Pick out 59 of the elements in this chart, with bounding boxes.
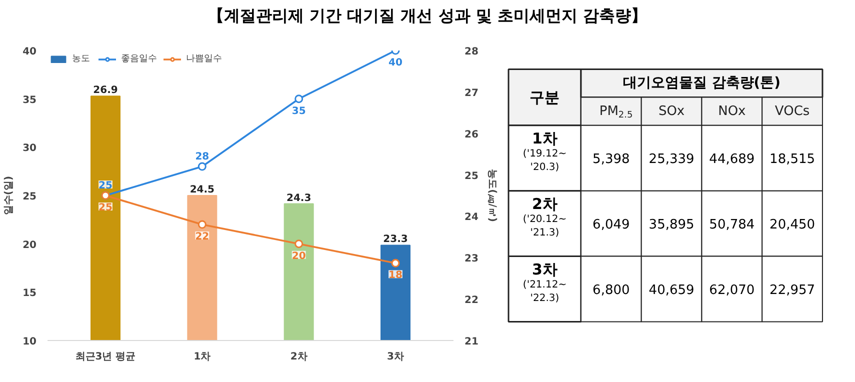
- y-tick-label: 40: [22, 46, 37, 58]
- y-axis-title: 구분: [530, 88, 560, 106]
- point: [294, 240, 304, 248]
- y-tick-label: 10: [22, 336, 37, 348]
- y2-tick-label: 25: [464, 170, 478, 182]
- data-label: 24.5: [190, 184, 215, 196]
- x-tick-label: SOx: [658, 104, 685, 119]
- data-label: 25,339: [648, 152, 694, 168]
- y-tick-label: 3차 ('21.12~ '22.3): [522, 260, 567, 304]
- data-label: 35: [292, 106, 306, 117]
- data-label: 26.9: [93, 85, 118, 96]
- data-label: 24.3: [286, 192, 312, 204]
- data-label: 40: [388, 58, 402, 68]
- y2-tick-label: 28: [464, 46, 478, 58]
- x-tick-label: 3차: [387, 352, 404, 362]
- y-tick-label: 1차 ('19.12~ '20.3): [522, 129, 567, 173]
- y-tick-label: 25: [22, 192, 37, 202]
- legend-label: 나쁨일수: [186, 53, 222, 65]
- point: [198, 220, 206, 229]
- data-label: 20,450: [770, 218, 816, 233]
- legend-label: 농도: [72, 53, 91, 65]
- chart-title: 대기오염물질 감축량(톤): [622, 75, 781, 92]
- data-label: 6,049: [592, 218, 630, 233]
- x-tick-label: VOCs: [774, 104, 810, 119]
- data-label: 20: [292, 250, 306, 262]
- chart-title: 【계절관리제 기간 대기질 개선 성과 및 초미세먼지 감축량】: [208, 5, 647, 27]
- data-label: 44,689: [709, 152, 755, 168]
- data-label: 35,895: [648, 218, 694, 233]
- point: [198, 162, 206, 171]
- x-tick-label: 최근3년 평균: [75, 352, 136, 362]
- x-tick-label: NOx: [718, 104, 746, 119]
- point: [294, 94, 304, 104]
- y-tick-label: 15: [22, 288, 37, 300]
- data-label: 23.3: [383, 234, 408, 246]
- data-label: 50,784: [709, 218, 755, 233]
- data-label: 5,398: [592, 152, 630, 168]
- y2-axis-title: 농도(㎍/㎥): [486, 169, 498, 222]
- y2-tick-label: 21: [464, 336, 478, 348]
- legend-label: 좋음일수: [121, 53, 157, 65]
- x-tick-label: 2차: [290, 352, 308, 362]
- y-tick-label: 2차 ('20.12~ '21.3): [522, 194, 567, 238]
- data-label: 22: [195, 232, 210, 242]
- data-label: 40,659: [648, 283, 694, 298]
- data-label: 28: [195, 152, 210, 162]
- point: [391, 258, 400, 268]
- data-label: 18,515: [770, 152, 816, 168]
- data-label: 6,800: [592, 283, 630, 298]
- y-tick-label: 20: [22, 240, 37, 251]
- data-label: 62,070: [709, 283, 755, 298]
- y-tick-label: 35: [22, 94, 37, 106]
- data-label: 22,957: [770, 283, 816, 298]
- y2-tick-label: 23: [464, 254, 478, 265]
- y-tick-label: 30: [22, 143, 37, 154]
- y2-tick-label: 24: [464, 212, 478, 224]
- x-tick-label: 1차: [194, 352, 211, 362]
- y2-tick-label: 22: [464, 295, 478, 306]
- y2-tick-label: 27: [464, 88, 478, 99]
- y-axis-title: 일수(일): [4, 176, 15, 216]
- y2-tick-label: 26: [464, 129, 478, 140]
